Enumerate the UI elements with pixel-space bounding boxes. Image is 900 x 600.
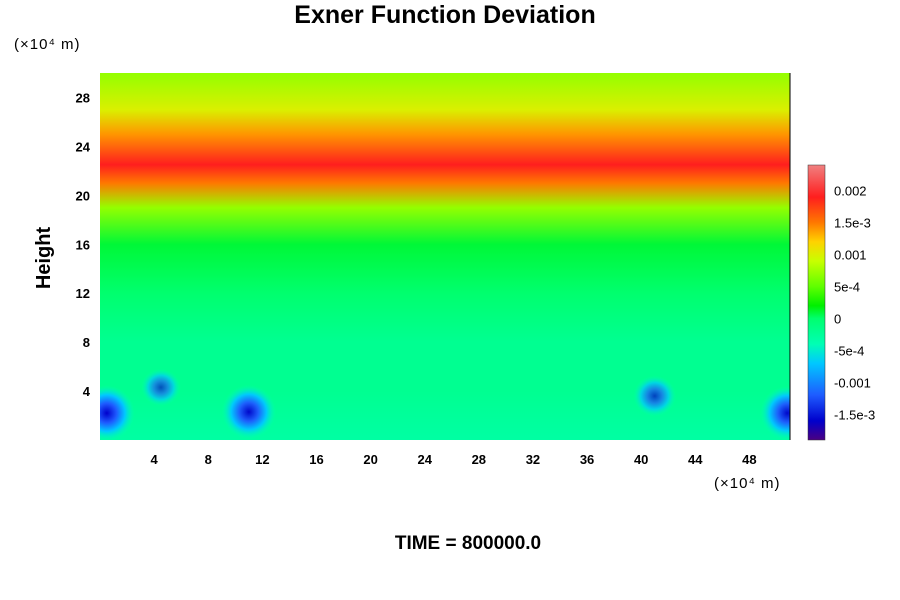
plot-field (100, 73, 790, 440)
chart-title: Exner Function Deviation (294, 1, 595, 29)
y-tick-label: 24 (76, 139, 91, 154)
field-minimum-0 (100, 385, 135, 440)
field-minimum-1 (221, 384, 276, 439)
x-tick-label: 16 (309, 452, 323, 467)
x-tick-label: 12 (255, 452, 269, 467)
x-tick-label: 8 (205, 452, 212, 467)
field-minima (100, 368, 790, 440)
colorbar-tick-label: -5e-4 (834, 343, 864, 358)
x-tick-label: 36 (580, 452, 594, 467)
colorbar-tick-label: 0 (834, 311, 841, 326)
x-tick-label: 48 (742, 452, 756, 467)
x-tick-label: 4 (151, 452, 159, 467)
y-tick-label: 8 (83, 335, 90, 350)
y-tick-label: 28 (76, 90, 90, 105)
field-minimum-4 (141, 368, 181, 406)
colorbar-tick-label: -0.001 (834, 375, 871, 390)
x-axis-unit: (×10⁴ m) (714, 475, 781, 492)
time-label: TIME = 800000.0 (395, 533, 541, 554)
x-tick-label: 24 (417, 452, 432, 467)
y-tick-label: 4 (83, 384, 91, 399)
y-tick-label: 16 (76, 237, 90, 252)
colorbar (807, 164, 826, 441)
x-ticks: 4 8 12 16 20 24 28 32 36 40 44 48 (151, 452, 757, 467)
colorbar-tick-label: 0.002 (834, 184, 867, 199)
field-background (100, 73, 790, 440)
x-tick-label: 44 (688, 452, 703, 467)
x-tick-label: 32 (526, 452, 540, 467)
x-tick-label: 20 (363, 452, 377, 467)
y-axis-label: Height (33, 227, 55, 290)
field-minimum-2 (633, 375, 677, 417)
colorbar-tick-label: 1.5e-3 (834, 216, 871, 231)
colorbar-tick-label: 0.001 (834, 248, 867, 263)
colorbar-ticks: 0.002 1.5e-3 0.001 5e-4 0 -5e-4 -0.001 -1.5e-3 (834, 184, 875, 423)
y-tick-label: 12 (76, 286, 90, 301)
colorbar-tick-label: -1.5e-3 (834, 407, 875, 422)
colorbar-tick-label: 5e-4 (834, 280, 860, 295)
y-tick-label: 20 (76, 188, 90, 203)
field-minimum-3 (760, 386, 790, 440)
y-axis-unit: (×10⁴ m) (14, 36, 81, 53)
y-ticks: 4 8 12 16 20 24 28 (76, 90, 91, 399)
x-tick-label: 40 (634, 452, 648, 467)
x-tick-label: 28 (472, 452, 486, 467)
